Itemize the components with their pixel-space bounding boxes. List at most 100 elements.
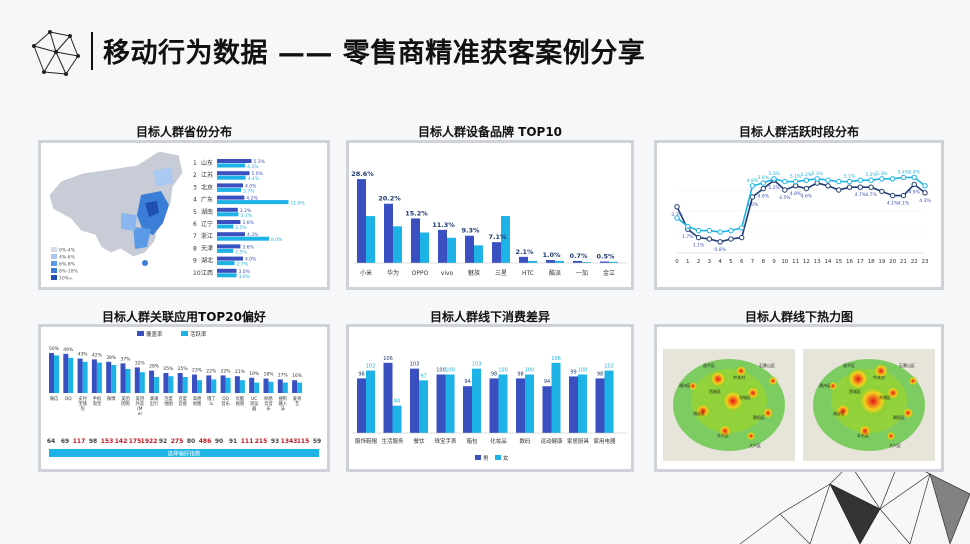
time-tick-label: 1: [686, 259, 690, 265]
male-value-label: 98: [597, 371, 603, 377]
female-value-label: 106: [551, 356, 561, 362]
device-bar-light: [447, 237, 456, 263]
time-point: [674, 215, 680, 221]
province-bar-light: [217, 261, 235, 266]
consumption-bar-female: [392, 405, 402, 433]
app-pct-label: 18%: [263, 372, 274, 378]
map-legend-swatch: [51, 275, 57, 280]
district-label: 石景山区: [759, 362, 775, 368]
time-point: [825, 183, 831, 189]
time-point: [911, 174, 917, 181]
map-legend-swatch: [51, 268, 57, 273]
device-value-label: 0.5%: [596, 253, 615, 261]
device-bar-dark: [519, 256, 528, 263]
app-bar-coverage: [120, 363, 126, 393]
province-value-light: 11.0%: [291, 201, 306, 207]
device-bar-light: [366, 216, 375, 263]
consumption-bar-male: [595, 378, 605, 433]
map-legend-swatch: [51, 261, 57, 266]
app-bar-active: [154, 377, 160, 393]
map-legend-swatch: [51, 247, 57, 252]
app-bar-coverage: [163, 373, 169, 393]
time-tick-label: 14: [824, 259, 831, 265]
app-pct-label: 43%: [78, 352, 89, 358]
time-value-label: 5.3%: [811, 171, 823, 177]
province-bar-light: [217, 273, 237, 278]
district-label: 丰台区: [717, 432, 729, 438]
time-point: [760, 180, 766, 186]
province-bar-light: [217, 224, 234, 229]
time-point: [782, 178, 788, 185]
province-value-light: 3.7%: [243, 188, 255, 194]
province-bar-dark: [217, 220, 241, 224]
province-label: 湖北: [201, 257, 213, 265]
time-point: [749, 183, 756, 189]
time-point: [706, 236, 713, 242]
app-category-label: 搜狗输入法: [279, 395, 288, 412]
time-value-label: 5.3%: [876, 171, 888, 177]
district-label: 通州区: [819, 382, 831, 388]
app-bar-coverage: [277, 379, 283, 393]
rank-label: 7: [193, 233, 197, 240]
app-pct-label: 32%: [135, 360, 146, 366]
time-point: [674, 204, 680, 210]
active-time-panel: 3.3%1.7%1.1%0.8%4.0%4.6%5.2%4.5%4.8%4.6%…: [654, 140, 944, 290]
panel-title-province: 目标人群省份分布: [135, 125, 232, 139]
time-value-label: 4.1%: [887, 201, 899, 207]
app-pct-label: 37%: [120, 356, 131, 362]
male-value-label: 100: [436, 368, 446, 374]
heat-spot: [902, 407, 914, 419]
consumption-bar-female: [366, 370, 375, 433]
time-point: [922, 183, 928, 189]
time-tick-label: 4: [718, 259, 722, 265]
device-bar-dark: [438, 229, 447, 263]
device-category-label: vivo: [441, 270, 454, 277]
time-point: [900, 174, 907, 181]
province-label: 浙江: [201, 232, 213, 240]
province-bar-dark: [217, 159, 252, 163]
tgi-value: 175: [129, 438, 142, 445]
time-point: [889, 176, 896, 182]
device-value-label: 20.2%: [378, 195, 401, 203]
map-legend-label: 8%-10%: [59, 269, 78, 275]
province-bar-dark: [217, 244, 241, 249]
apps-chart: 覆盖率 活跃率 50% 微信 49% QQ 43% 支付宝钱包 42% 手机淘宝 39% 微博 37% 美…: [47, 330, 321, 458]
time-tick-label: 17: [857, 259, 864, 265]
heat-spot: [886, 386, 900, 400]
time-point: [760, 185, 766, 192]
app-category-label: 网易云音乐: [264, 396, 273, 412]
district-label: 昌平区: [703, 363, 715, 368]
time-value-label: 4.1%: [898, 201, 910, 207]
male-value-label: 94: [544, 379, 550, 385]
heat-spot: [709, 370, 727, 388]
app-category-label: QQ: [65, 396, 72, 402]
tgi-value: 98: [89, 438, 97, 445]
time-point: [706, 227, 713, 234]
app-bar-coverage: [91, 359, 97, 393]
province-label: 辽宁: [201, 220, 213, 228]
time-value-label: 0.8%: [714, 247, 726, 253]
consumption-bar-male: [383, 362, 393, 433]
time-tick-label: 20: [889, 259, 896, 265]
district-label: 西城区: [849, 388, 861, 394]
time-tick-label: 11: [792, 259, 799, 265]
time-tick-label: 18: [868, 259, 875, 265]
app-category-label: 爱奇艺: [293, 395, 302, 407]
consumption-bar-male: [516, 378, 525, 433]
device-value-label: 28.6%: [351, 170, 374, 178]
province-value-dark: 3.6%: [242, 244, 254, 250]
time-tick-label: 21: [900, 259, 907, 265]
app-category-label: 微信: [50, 395, 59, 402]
tgi-value: 93: [271, 438, 279, 445]
province-label: 江西: [201, 270, 213, 277]
time-point: [792, 178, 799, 185]
title-separator: [91, 32, 93, 70]
app-pct-label: 49%: [63, 347, 74, 353]
device-value-label: 7.1%: [488, 233, 507, 241]
consumption-bar-male: [357, 378, 366, 433]
rank-label: 6: [193, 221, 197, 228]
time-point: [836, 178, 842, 185]
time-point: [685, 223, 691, 230]
province-bar-dark: [217, 207, 238, 212]
province-bar-dark: [217, 232, 245, 237]
